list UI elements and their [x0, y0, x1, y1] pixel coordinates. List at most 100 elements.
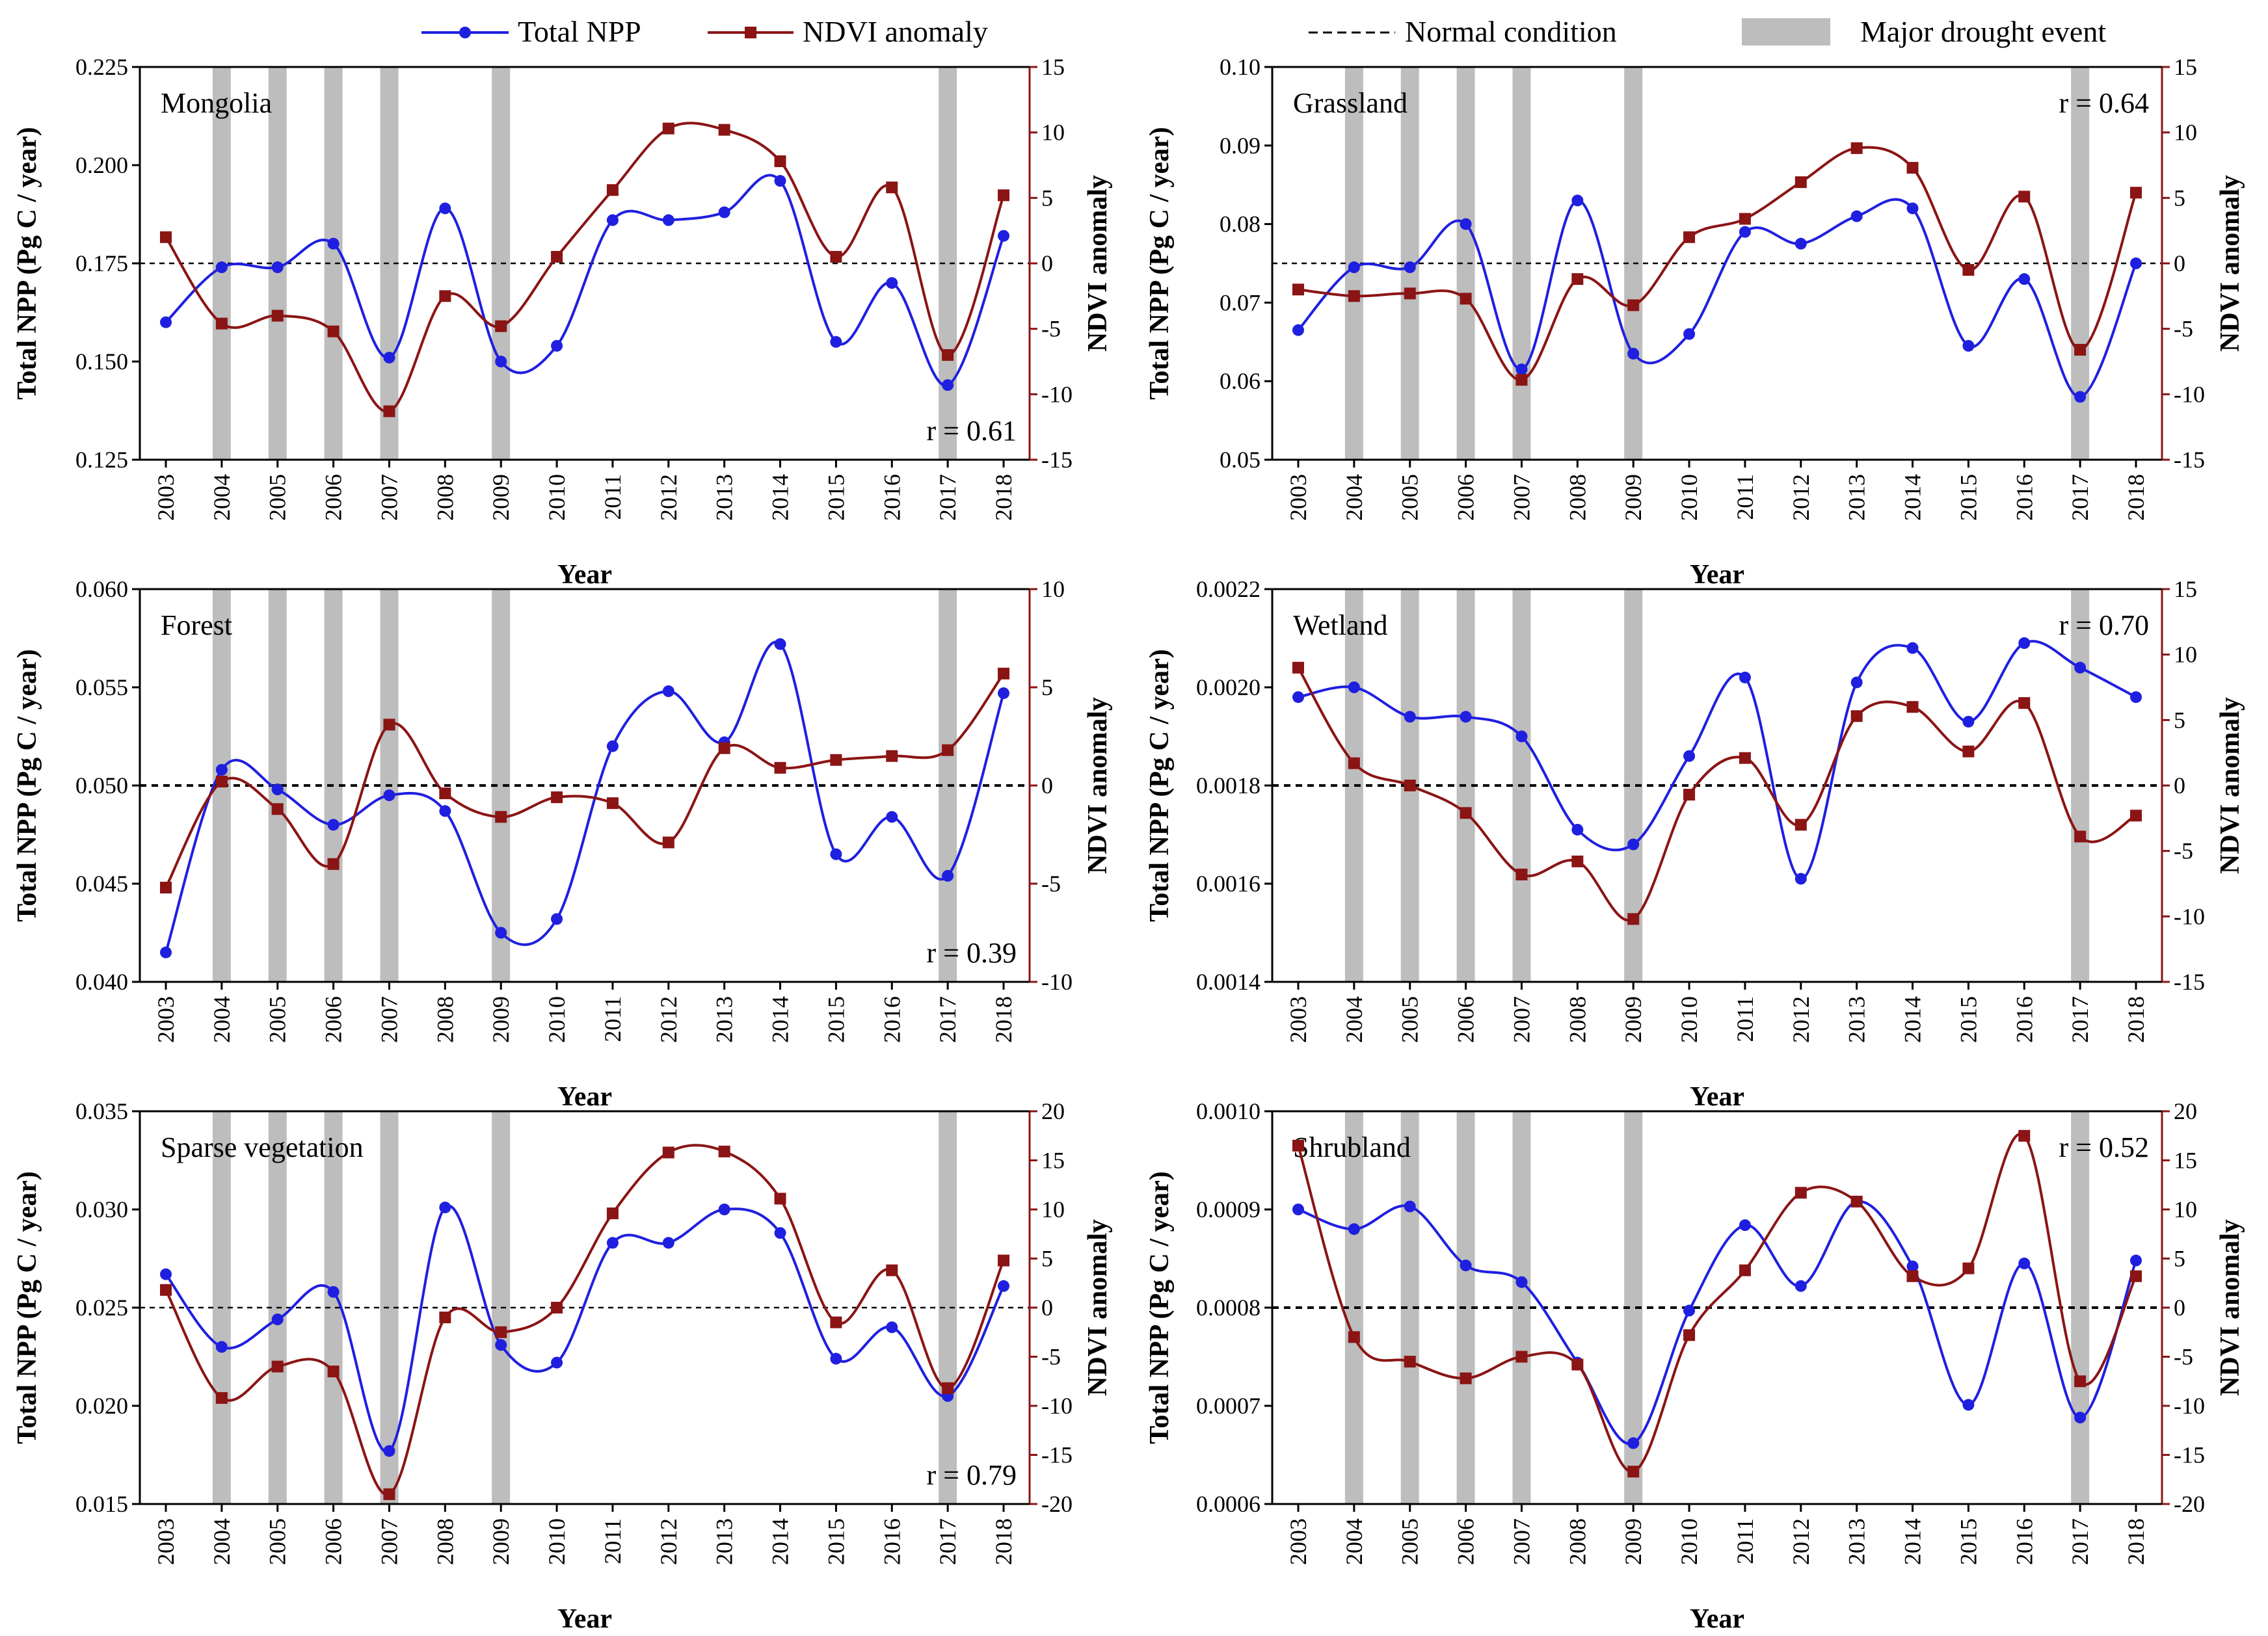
- ndvi-point: [2074, 343, 2087, 356]
- x-tick-label: 2006: [321, 1518, 347, 1565]
- npp-point: [1292, 324, 1304, 336]
- npp-point: [1348, 681, 1360, 693]
- correlation-label: r = 0.70: [2059, 609, 2149, 641]
- npp-point: [495, 927, 507, 939]
- ndvi-point: [2074, 1375, 2087, 1388]
- ndvi-point: [718, 124, 730, 136]
- npp-point: [1739, 226, 1751, 238]
- ndvi-point: [215, 775, 228, 787]
- ndvi-point: [160, 882, 172, 894]
- right-tick-label: 5: [1041, 1246, 1053, 1272]
- npp-point: [662, 1237, 674, 1249]
- x-tick-label: 2007: [376, 474, 402, 521]
- x-tick-label: 2018: [991, 474, 1017, 521]
- x-tick-label: 2018: [991, 1518, 1017, 1565]
- x-tick-label: 2014: [767, 1518, 794, 1565]
- npp-point: [886, 1321, 898, 1334]
- x-tick-label: 2010: [544, 996, 570, 1043]
- ndvi-point: [606, 1207, 619, 1220]
- ndvi-series-line: [165, 1144, 1005, 1496]
- ndvi-point: [1348, 290, 1360, 302]
- ndvi-series-line: [165, 672, 1005, 888]
- ndvi-point: [271, 803, 284, 815]
- left-tick-label: 0.225: [75, 54, 128, 80]
- right-tick-label: 0: [2174, 250, 2185, 276]
- legend-npp-label: Total NPP: [518, 15, 641, 48]
- npp-point: [1348, 1223, 1360, 1235]
- npp-point: [2018, 1258, 2031, 1270]
- npp-point: [942, 869, 954, 882]
- x-tick-label: 2018: [2123, 474, 2149, 521]
- npp-point: [998, 687, 1009, 700]
- npp-point: [1962, 1399, 1975, 1411]
- legend-ndvi-marker: [745, 27, 756, 38]
- chart-panel-3: 0.0014 0.0016 0.0018 0.0020 0.0022 -15 -10 -5 0 5…: [1145, 576, 2245, 1112]
- x-tick-label: 2013: [712, 474, 738, 521]
- x-tick-label: 2007: [1508, 474, 1534, 521]
- ndvi-point: [1906, 1270, 1919, 1282]
- left-tick-label: 0.025: [75, 1295, 128, 1321]
- x-tick-label: 2007: [1508, 1518, 1534, 1565]
- npp-point: [2130, 1254, 2142, 1267]
- npp-point: [1515, 730, 1528, 743]
- npp-point: [1794, 873, 1807, 885]
- ndvi-point: [830, 250, 842, 263]
- ndvi-point: [1850, 142, 1863, 154]
- x-tick-label: 2004: [1341, 996, 1367, 1043]
- ndvi-point: [830, 754, 842, 766]
- npp-point: [886, 811, 898, 823]
- ndvi-point: [606, 797, 619, 810]
- right-axis-title: NDVI anomaly: [1083, 175, 1113, 352]
- x-tick-label: 2012: [656, 474, 682, 521]
- x-tick-label: 2013: [1844, 996, 1870, 1043]
- right-tick-label: 20: [1041, 1098, 1065, 1124]
- ndvi-point: [160, 231, 172, 243]
- right-tick-label: 15: [1041, 54, 1065, 80]
- npp-series-line: [1298, 1200, 2137, 1445]
- chart-panel-5: 0.0006 0.0007 0.0008 0.0009 0.0010 -20 -15 -10 -…: [1145, 1098, 2245, 1634]
- x-tick-label: 2011: [600, 996, 626, 1042]
- left-tick-label: 0.05: [1220, 447, 1261, 473]
- x-tick-label: 2014: [767, 996, 794, 1043]
- right-tick-label: -15: [2174, 447, 2205, 473]
- right-tick-label: 15: [2174, 54, 2197, 80]
- x-tick-label: 2005: [265, 474, 291, 521]
- x-tick-label: 2015: [1955, 1518, 1981, 1565]
- left-tick-label: 0.150: [75, 349, 128, 375]
- npp-point: [1739, 671, 1751, 683]
- left-tick-label: 0.0006: [1196, 1491, 1261, 1517]
- x-tick-label: 2003: [153, 996, 179, 1043]
- right-axis-title: NDVI anomaly: [2215, 697, 2245, 874]
- x-tick-label: 2005: [1397, 1518, 1423, 1565]
- ndvi-point: [271, 1360, 284, 1373]
- npp-series-line: [165, 1204, 1005, 1453]
- x-tick-label: 2003: [1285, 1518, 1311, 1565]
- npp-point: [830, 1352, 842, 1365]
- left-tick-label: 0.045: [75, 871, 128, 897]
- ndvi-series-line: [165, 122, 1005, 413]
- npp-point: [215, 261, 228, 274]
- x-tick-label: 2013: [1844, 1518, 1870, 1565]
- ndvi-point: [1460, 293, 1472, 305]
- left-tick-label: 0.125: [75, 447, 128, 473]
- ndvi-point: [1683, 789, 1696, 801]
- npp-point: [1683, 1304, 1696, 1317]
- x-tick-label: 2008: [1564, 1518, 1590, 1565]
- ndvi-point: [495, 1326, 507, 1338]
- left-tick-label: 0.09: [1220, 133, 1261, 159]
- x-tick-label: 2009: [1620, 1518, 1646, 1565]
- ndvi-point: [718, 742, 730, 754]
- ndvi-point: [1906, 162, 1919, 174]
- npp-point: [1627, 1437, 1640, 1449]
- x-tick-label: 2010: [1676, 474, 1702, 521]
- npp-point: [271, 261, 284, 274]
- x-tick-label: 2004: [209, 996, 235, 1043]
- right-tick-label: -5: [2174, 838, 2193, 864]
- ndvi-point: [1571, 855, 1584, 867]
- left-tick-label: 0.0008: [1196, 1295, 1261, 1321]
- legend-drought-label: Major drought event: [1860, 15, 2106, 48]
- ndvi-point: [2018, 1129, 2031, 1142]
- ndvi-point: [1962, 264, 1975, 276]
- npp-point: [1404, 711, 1416, 723]
- right-tick-label: 15: [2174, 576, 2197, 602]
